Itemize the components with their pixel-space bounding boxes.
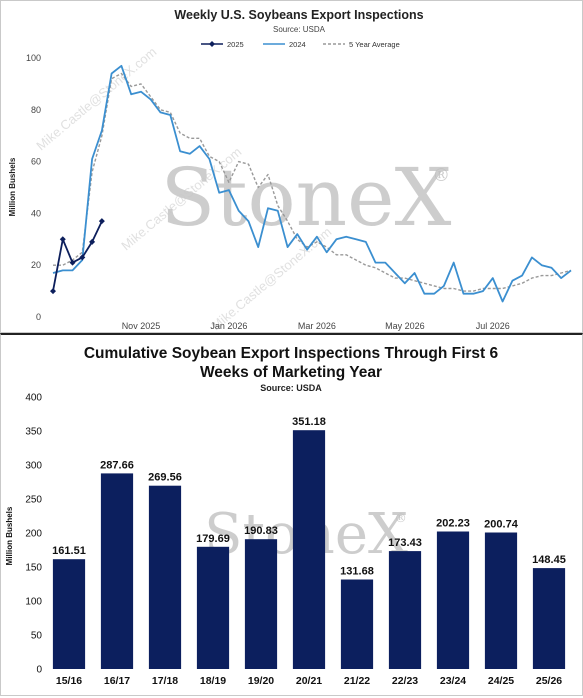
watermark: StoneX®Mike.Castle@StoneX.comMike.Castle… xyxy=(33,44,451,333)
legend-label: 2025 xyxy=(227,40,244,49)
bar-data-label: 161.51 xyxy=(52,545,86,557)
watermark-brand: StoneX xyxy=(161,151,452,244)
data-point-2025 xyxy=(98,218,105,225)
line-chart-y-ticks: 0 20 40 60 80 100 xyxy=(26,53,41,322)
bar-chart-subtitle: Source: USDA xyxy=(260,383,322,393)
data-point-2025 xyxy=(79,254,86,261)
bar-23-24 xyxy=(436,531,470,669)
data-point-2025 xyxy=(50,288,56,295)
bar-data-label: 173.43 xyxy=(388,537,422,549)
y-tick-label: 150 xyxy=(25,563,42,574)
data-point-2025 xyxy=(89,238,96,245)
y-tick-label: 300 xyxy=(25,461,42,472)
weekly-inspections-panel: StoneX ® Mike.Castle@StoneX.com Mike.Castle… xyxy=(0,0,583,333)
bar-chart-title-line-1: Cumulative Soybean Export Inspections Th… xyxy=(84,345,499,362)
y-tick-label: 0 xyxy=(36,312,41,322)
series-line-2025 xyxy=(52,220,103,292)
x-tick-label: Jan 2026 xyxy=(210,321,247,331)
line-chart-series xyxy=(50,64,572,303)
y-tick-label: 400 xyxy=(25,393,42,404)
y-tick-label: 80 xyxy=(31,105,41,115)
bar-15-16 xyxy=(52,559,86,669)
data-point-2025 xyxy=(69,259,76,266)
legend-label: 5 Year Average xyxy=(349,40,400,49)
x-tick-label: 16/17 xyxy=(104,675,130,687)
x-tick-label: May 2026 xyxy=(385,321,425,331)
bar-20-21 xyxy=(292,430,326,669)
y-tick-label: 350 xyxy=(25,427,42,438)
x-tick-label: Jul 2026 xyxy=(476,321,510,331)
bar-16-17 xyxy=(100,473,134,669)
line-chart-title: Weekly U.S. Soybeans Export Inspections xyxy=(174,8,423,22)
bar-chart-title-line-2: Weeks of Marketing Year xyxy=(200,364,382,381)
bar-18-19 xyxy=(196,546,230,669)
bar-chart-y-ticks: 0 50 100 150 200 250 300 350 400 xyxy=(25,393,42,676)
bar-data-label: 351.18 xyxy=(292,416,326,428)
bar-data-label: 148.45 xyxy=(532,554,566,566)
y-tick-label: 0 xyxy=(36,665,42,676)
bar-22-23 xyxy=(388,551,422,669)
line-chart-y-axis-label: Million Bushels xyxy=(8,157,17,216)
watermark-registered-mark: ® xyxy=(432,166,450,186)
x-tick-label: Nov 2025 xyxy=(122,321,161,331)
weekly-inspections-line-chart: StoneX®Mike.Castle@StoneX.comMike.Castle… xyxy=(8,8,572,333)
x-tick-label: 22/23 xyxy=(392,675,418,687)
cumulative-inspections-bar-chart: StoneX® Cumulative Soybean Export Inspec… xyxy=(5,345,566,687)
x-tick-label: 24/25 xyxy=(488,675,514,687)
line-chart-subtitle: Source: USDA xyxy=(273,25,326,34)
x-tick-label: 15/16 xyxy=(56,675,82,687)
y-tick-label: 20 xyxy=(31,260,41,270)
legend-label: 2024 xyxy=(289,40,306,49)
series-line-2024 xyxy=(52,64,572,303)
bar-chart-bars: 161.51 15/16 287.66 16/17 269.56 17/18 179.69 1… xyxy=(52,416,566,687)
bar-data-label: 200.74 xyxy=(484,518,519,530)
data-point-2025 xyxy=(59,236,66,243)
bar-data-label: 269.56 xyxy=(148,472,182,484)
bar-24-25 xyxy=(484,532,518,669)
y-tick-label: 250 xyxy=(25,495,42,506)
y-tick-label: 100 xyxy=(26,53,41,63)
bar-chart-y-axis-label: Million Bushels xyxy=(5,506,14,565)
y-tick-label: 100 xyxy=(25,597,42,608)
bar-data-label: 190.83 xyxy=(244,525,278,537)
y-tick-label: 40 xyxy=(31,208,41,218)
bar-data-label: 179.69 xyxy=(196,533,230,545)
y-tick-label: 60 xyxy=(31,157,41,167)
bar-21-22 xyxy=(340,579,374,669)
x-tick-label: 21/22 xyxy=(344,675,370,687)
bar-data-label: 202.23 xyxy=(436,517,470,529)
x-tick-label: 19/20 xyxy=(248,675,274,687)
bar-25-26 xyxy=(532,568,566,669)
x-tick-label: 23/24 xyxy=(440,675,466,687)
cumulative-inspections-panel: StoneX® Cumulative Soybean Export Inspec… xyxy=(0,333,583,696)
bar-data-label: 131.68 xyxy=(340,565,374,577)
x-tick-label: 25/26 xyxy=(536,675,562,687)
legend-marker xyxy=(209,41,215,47)
line-chart-legend: 2025 2024 5 Year Average xyxy=(201,40,400,49)
y-tick-label: 200 xyxy=(25,529,42,540)
x-tick-label: Mar 2026 xyxy=(298,321,336,331)
x-tick-label: 18/19 xyxy=(200,675,226,687)
watermark-registered-mark: ® xyxy=(394,511,406,525)
bar-19-20 xyxy=(244,539,278,669)
bar-data-label: 287.66 xyxy=(100,459,134,471)
watermark-email: Mike.Castle@StoneX.com xyxy=(33,44,159,153)
line-chart-x-ticks: Nov 2025 Jan 2026 Mar 2026 May 2026 Jul 2026 xyxy=(122,321,510,331)
y-tick-label: 50 xyxy=(31,631,43,642)
x-tick-label: 17/18 xyxy=(152,675,178,687)
x-tick-label: 20/21 xyxy=(296,675,322,687)
bar-17-18 xyxy=(148,485,182,669)
